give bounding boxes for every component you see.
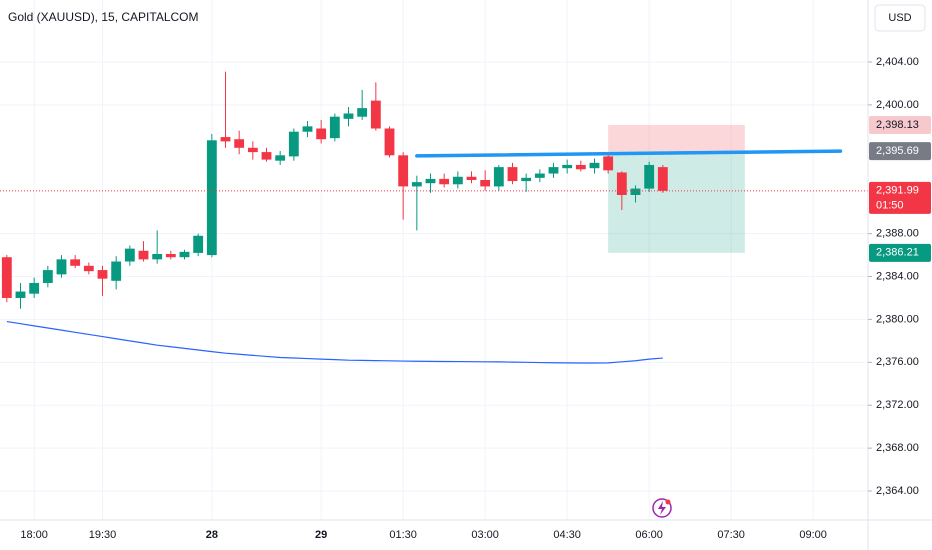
alert-icon[interactable] xyxy=(652,498,672,518)
candle-body xyxy=(15,291,26,298)
stop-zone xyxy=(608,124,745,152)
candle-body xyxy=(206,140,217,256)
x-tick-label: 03:00 xyxy=(471,529,499,541)
candle-body xyxy=(425,178,436,184)
candle-body xyxy=(562,164,573,169)
price-label-box xyxy=(869,115,931,134)
target-zone xyxy=(608,151,745,253)
candle-body xyxy=(165,253,176,258)
price-label: 2,398.13 xyxy=(876,119,919,131)
candle-body xyxy=(152,253,163,260)
price-label: 2,386.21 xyxy=(876,247,919,259)
candle-body xyxy=(56,259,67,275)
candle-body xyxy=(138,250,149,260)
candle-body xyxy=(329,116,340,139)
candle-body xyxy=(261,152,272,160)
candle-body xyxy=(124,248,135,262)
moving-average xyxy=(6,320,663,364)
candle-body xyxy=(97,270,108,279)
candle-body xyxy=(193,235,204,253)
x-tick-label: 18:00 xyxy=(20,529,48,541)
candle-body xyxy=(575,164,586,170)
countdown: 01:50 xyxy=(876,200,904,212)
y-tick-label: 2,372.00 xyxy=(876,399,919,411)
x-tick-label: 28 xyxy=(206,529,218,541)
candle-body xyxy=(83,265,94,272)
x-tick-label: 09:00 xyxy=(799,529,827,541)
candle-body xyxy=(480,179,491,187)
candle-body xyxy=(179,251,190,258)
candle-body xyxy=(29,282,40,294)
candle-body xyxy=(316,128,327,140)
candle-body xyxy=(548,167,559,174)
candle-body xyxy=(234,139,245,148)
candle-body xyxy=(466,176,477,180)
candle-body xyxy=(220,137,231,142)
candle-body xyxy=(657,167,668,191)
candle-body xyxy=(521,177,532,182)
candle-body xyxy=(493,167,504,187)
y-tick-label: 2,388.00 xyxy=(876,228,919,240)
x-tick-label: 04:30 xyxy=(553,529,581,541)
alert-circle[interactable] xyxy=(652,498,672,518)
chart-title: Gold (XAUUSD), 15, CAPITALCOM xyxy=(8,10,199,24)
x-tick-label: 29 xyxy=(315,529,327,541)
y-tick-label: 2,364.00 xyxy=(876,485,919,497)
y-tick-label: 2,376.00 xyxy=(876,356,919,368)
candle-body xyxy=(534,173,545,178)
trend-line xyxy=(415,149,843,158)
currency[interactable]: USD xyxy=(888,12,911,24)
candle-body xyxy=(411,182,422,187)
x-tick-label: 07:30 xyxy=(717,529,745,541)
candle-body xyxy=(603,156,614,171)
candle-body xyxy=(275,155,286,161)
candle-body xyxy=(70,259,81,266)
candle-body xyxy=(398,155,409,187)
alert-bolt[interactable] xyxy=(658,501,666,515)
candle-body xyxy=(644,164,655,189)
currency-button[interactable] xyxy=(874,4,926,32)
candle-body xyxy=(302,126,313,132)
x-tick-label: 01:30 xyxy=(389,529,417,541)
candle-body xyxy=(616,172,627,195)
candle-body xyxy=(439,178,450,185)
candle-body xyxy=(357,108,368,117)
candle-body xyxy=(384,128,395,156)
y-tick-label: 2,400.00 xyxy=(876,99,919,111)
alert-dot[interactable] xyxy=(665,499,671,505)
candle-body xyxy=(247,147,258,153)
candle-body xyxy=(589,162,600,169)
candle-body xyxy=(1,257,12,298)
candle-body xyxy=(343,113,354,119)
candle-body xyxy=(111,261,122,281)
y-tick-label: 2,368.00 xyxy=(876,442,919,454)
candle-body xyxy=(507,167,518,182)
candle-body xyxy=(42,270,53,283)
last-price-label: 2,391.99 xyxy=(876,185,919,197)
candle-body xyxy=(288,131,299,157)
y-tick-label: 2,380.00 xyxy=(876,313,919,325)
candle-body xyxy=(452,176,463,185)
candle-body xyxy=(630,188,641,195)
x-tick-label: 06:00 xyxy=(635,529,663,541)
x-tick-label: 19:30 xyxy=(89,529,117,541)
price-label-box xyxy=(869,142,931,161)
last-price-box xyxy=(869,181,931,214)
y-tick-label: 2,384.00 xyxy=(876,270,919,282)
price-label-box xyxy=(869,243,931,262)
y-tick-label: 2,404.00 xyxy=(876,56,919,68)
candle-body xyxy=(370,100,381,129)
price-label: 2,395.69 xyxy=(876,145,919,157)
